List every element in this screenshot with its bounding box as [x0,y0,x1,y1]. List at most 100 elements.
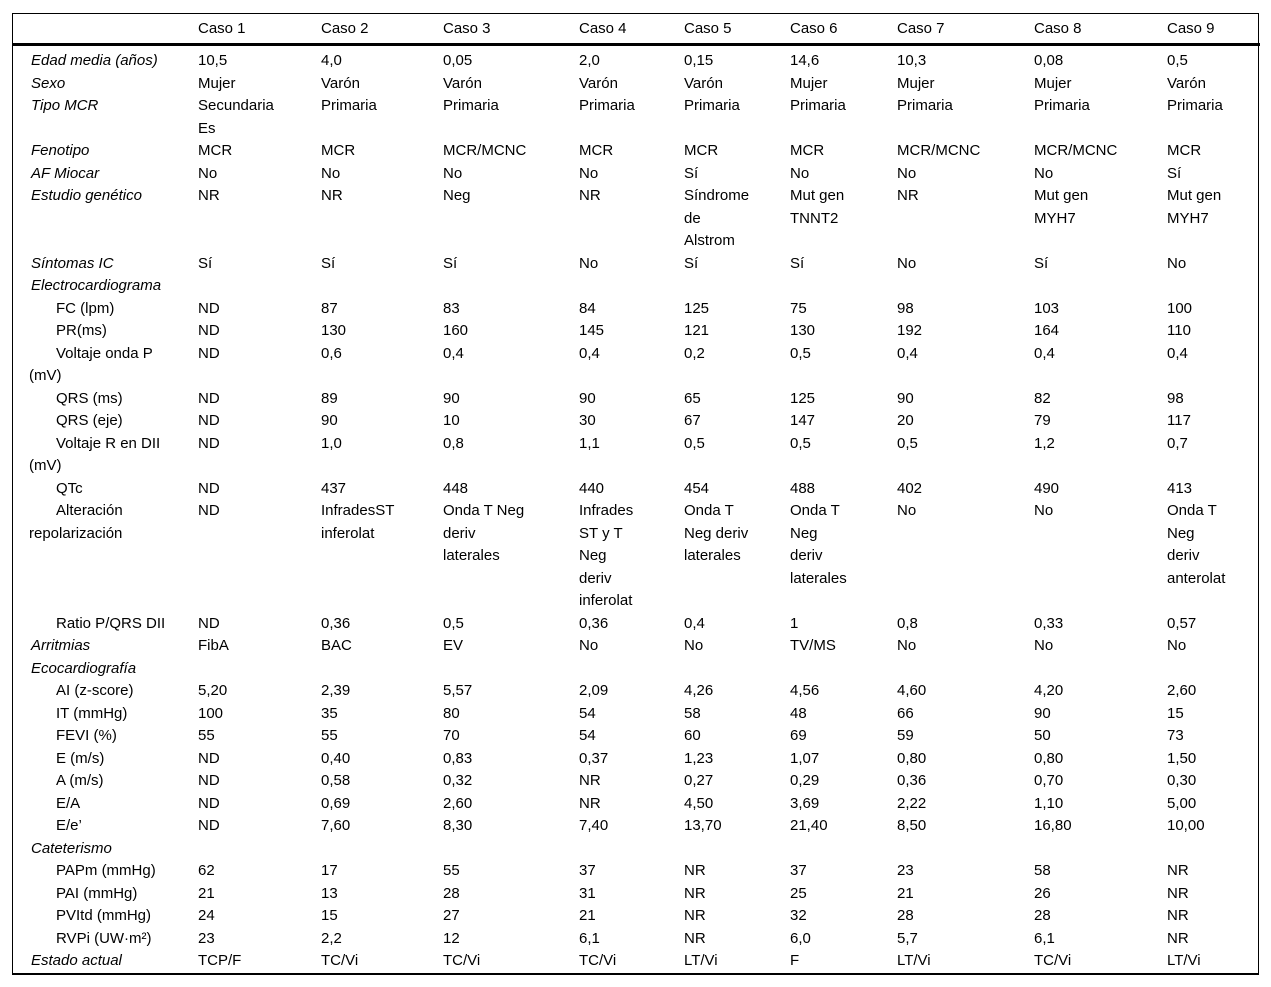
data-cell: 90 [443,389,460,407]
data-cell [1167,838,1260,861]
data-cell: 6,1 [579,929,600,947]
data-cell: ND [198,502,220,519]
row-label: Fenotipo [31,142,90,159]
data-cell: 23 [897,862,914,879]
data-cell: 110 [1167,322,1191,339]
data-cell: 28 [1034,907,1051,924]
data-cell: ND [198,299,220,317]
data-cell: 1,1 [579,434,600,452]
data-cell: 402 [897,479,923,497]
data-cell: 488 [790,479,816,497]
data-cell: Varón [1167,74,1206,92]
data-cell: 0,08 [1034,52,1064,69]
data-cell: ND [198,412,220,429]
data-cell: NR [198,187,220,204]
data-cell: 130 [790,322,816,339]
data-cell: 58 [1034,862,1051,879]
data-cell: ND [198,389,220,407]
data-cell: 2,60 [443,794,473,812]
data-cell [790,838,897,861]
data-cell: 0,4 [897,344,918,362]
data-cell: No [198,164,218,182]
row-label: AI (z-score) [56,682,134,699]
data-cell: NR [579,772,601,789]
row-label: Voltaje onda P (mV) [29,344,153,385]
data-cell: 0,57 [1167,614,1197,632]
data-cell: 5,57 [443,682,473,699]
row-label: E/e’ [56,817,82,834]
data-cell: FibA [198,637,229,654]
data-cell: 10,5 [198,52,228,69]
data-cell: 4,60 [897,682,927,699]
data-cell: InfradesST inferolat [321,502,395,542]
row-label: Arritmias [31,637,91,654]
data-cell: 21,40 [790,817,828,834]
data-cell: Síndrome de Alstrom [684,187,750,249]
row-label: Sexo [31,74,66,92]
data-cell: 21 [579,907,596,924]
table-row: Sexo Mujer Varón Varón Varón Varón Mujer Mujer M… [13,73,1260,96]
data-cell: Onda T Neg deriv laterales [443,502,525,564]
data-cell: 437 [321,479,347,497]
data-cell: 0,2 [684,344,705,362]
data-cell: Sí [684,254,699,272]
data-cell [321,658,443,681]
data-cell: Mujer [790,74,828,92]
data-cell: No [897,254,917,272]
data-cell: NR [684,929,706,947]
data-cell: 37 [790,862,807,879]
table-row: FEVI (%) 55 55 70 54 60 69 59 50 73 [13,725,1260,748]
data-cell: Onda T Neg deriv laterales [684,502,749,564]
table-row: Edad media (años) 10,5 4,0 0,05 2,0 0,15 14,6 1… [13,45,1260,73]
data-cell: 125 [684,299,710,317]
header-cell-caso-5: Caso 5 [684,14,790,46]
data-cell: Primaria [321,97,377,114]
data-cell: 4,26 [684,682,714,699]
data-cell: 1,23 [684,749,714,767]
data-cell: 90 [1034,704,1051,722]
data-cell: 0,80 [897,749,927,767]
data-cell: 60 [684,727,701,744]
row-label: PR(ms) [56,322,107,339]
table-row: AI (z-score) 5,20 2,39 5,57 2,09 4,26 4,56 4,60… [13,680,1260,703]
data-cell: 66 [897,704,914,722]
data-cell: 87 [321,299,338,317]
data-cell: 17 [321,862,338,879]
data-cell: TC/Vi [443,952,481,969]
data-cell: 55 [443,862,460,879]
data-cell: 448 [443,479,469,497]
table-row: Ecocardiografía [13,658,1260,681]
data-cell: ND [198,344,220,362]
data-cell [790,658,897,681]
data-cell: 6,0 [790,929,811,947]
data-cell: EV [443,637,464,654]
data-cell: 0,5 [790,344,811,362]
data-cell [321,275,443,298]
data-cell: 0,7 [1167,434,1188,452]
table-row: Electrocardiograma [13,275,1260,298]
row-label: RVPi (UW·m²) [56,929,152,947]
data-cell [443,658,579,681]
data-cell [579,275,684,298]
data-cell: 2,09 [579,682,609,699]
table-row: Ratio P/QRS DII ND 0,36 0,5 0,36 0,4 1 0,8 0,33 0… [13,613,1260,636]
data-cell: 5,00 [1167,794,1197,812]
row-label: Síntomas IC [31,254,114,272]
data-cell [897,838,1034,861]
data-cell: 1,07 [790,749,820,767]
data-cell: 192 [897,322,923,339]
data-cell: NR [321,187,343,204]
data-cell: TC/Vi [321,952,359,969]
data-cell: NR [1167,907,1189,924]
data-cell: 145 [579,322,605,339]
row-label: Ecocardiografía [31,659,137,677]
data-cell: 70 [443,727,460,744]
data-cell: 130 [321,322,347,339]
data-cell: Primaria [443,97,499,114]
data-cell: 2,22 [897,794,927,812]
table-row: QTc ND 437 448 440 454 488 402 490 413 [13,478,1260,501]
data-cell: ND [198,434,220,452]
data-cell: 65 [684,389,701,407]
cases-table-container: Caso 1 Caso 2 Caso 3 Caso 4 Caso 5 Caso 6 Caso… [12,13,1260,975]
table-row: Alteración repolarización ND InfradesST in… [13,500,1260,613]
